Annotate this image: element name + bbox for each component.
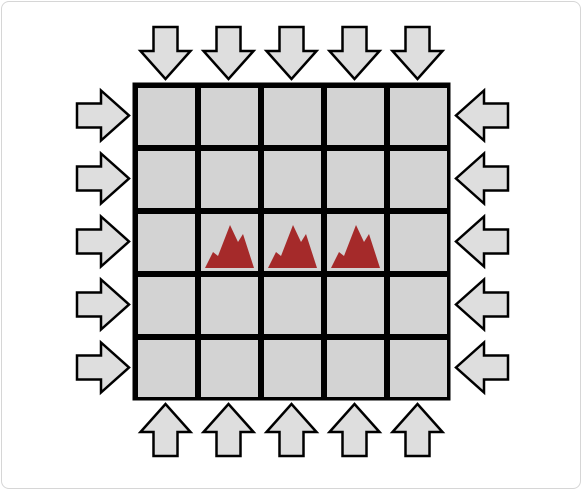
push-arrow-down-icon[interactable] bbox=[137, 25, 194, 81]
board-cell[interactable] bbox=[138, 277, 195, 334]
game-board bbox=[132, 82, 451, 401]
board-cell[interactable] bbox=[201, 88, 258, 145]
mountain-icon bbox=[205, 225, 254, 268]
push-arrow-right-icon[interactable] bbox=[75, 213, 131, 270]
board-border bbox=[132, 82, 451, 401]
mountain-icon bbox=[331, 225, 380, 268]
board-cell[interactable] bbox=[138, 151, 195, 208]
board-cell[interactable] bbox=[390, 88, 447, 145]
board-cell[interactable] bbox=[327, 277, 384, 334]
mountain-icon bbox=[268, 225, 317, 268]
push-arrow-right-icon[interactable] bbox=[75, 87, 131, 144]
board-cell[interactable] bbox=[327, 340, 384, 397]
push-arrow-up-icon[interactable] bbox=[389, 402, 446, 458]
board-cell[interactable] bbox=[390, 214, 447, 271]
board-cell[interactable] bbox=[390, 151, 447, 208]
push-arrow-left-icon[interactable] bbox=[454, 276, 510, 333]
push-arrow-down-icon[interactable] bbox=[326, 25, 383, 81]
push-arrows bbox=[75, 25, 510, 458]
board-cell[interactable] bbox=[201, 151, 258, 208]
push-arrow-up-icon[interactable] bbox=[200, 402, 257, 458]
push-arrow-left-icon[interactable] bbox=[454, 339, 510, 396]
board-cell[interactable] bbox=[138, 214, 195, 271]
push-arrow-left-icon[interactable] bbox=[454, 213, 510, 270]
board-cell[interactable] bbox=[264, 151, 321, 208]
push-arrow-right-icon[interactable] bbox=[75, 276, 131, 333]
board-cell[interactable] bbox=[201, 340, 258, 397]
board-cell[interactable] bbox=[264, 340, 321, 397]
board-cell[interactable] bbox=[327, 151, 384, 208]
board-cell[interactable] bbox=[327, 88, 384, 145]
board-cell[interactable] bbox=[264, 277, 321, 334]
board-cell[interactable] bbox=[201, 277, 258, 334]
push-arrow-right-icon[interactable] bbox=[75, 339, 131, 396]
board-cell[interactable] bbox=[138, 340, 195, 397]
push-arrow-down-icon[interactable] bbox=[200, 25, 257, 81]
mountain-layer bbox=[205, 225, 380, 268]
push-arrow-left-icon[interactable] bbox=[454, 87, 510, 144]
board-cell[interactable] bbox=[390, 340, 447, 397]
push-arrow-up-icon[interactable] bbox=[263, 402, 320, 458]
board-cell[interactable] bbox=[264, 88, 321, 145]
push-arrow-down-icon[interactable] bbox=[263, 25, 320, 81]
push-arrow-up-icon[interactable] bbox=[326, 402, 383, 458]
board-cell[interactable] bbox=[390, 277, 447, 334]
push-arrow-down-icon[interactable] bbox=[389, 25, 446, 81]
board-cell[interactable] bbox=[138, 88, 195, 145]
push-arrow-left-icon[interactable] bbox=[454, 150, 510, 207]
push-arrow-up-icon[interactable] bbox=[137, 402, 194, 458]
push-arrow-right-icon[interactable] bbox=[75, 150, 131, 207]
